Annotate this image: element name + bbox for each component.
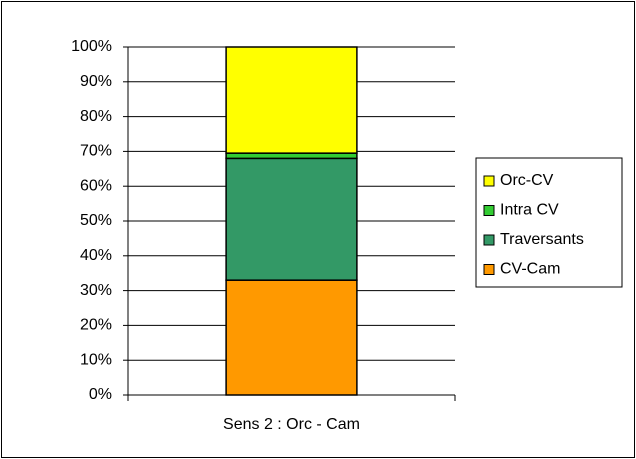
x-tick-label: Sens 2 : Orc - Cam [223,416,360,433]
legend-swatch [483,264,495,275]
y-tick-label: 70% [80,143,112,160]
y-tick-label: 100% [71,38,112,55]
y-tick-label: 90% [80,73,112,90]
y-tick-label: 20% [80,317,112,334]
y-tick-label: 80% [80,108,112,125]
y-tick-label: 10% [80,351,112,368]
legend-label: Orc-CV [500,172,554,189]
bar-segment [225,46,358,154]
legend-box [475,157,623,288]
legend-swatch [483,175,495,187]
legend-label: Intra CV [500,202,559,219]
y-tick-label: 0% [89,386,112,403]
bar-segment [225,157,358,281]
y-tick-label: 50% [80,212,112,229]
legend-label: Traversants [500,231,584,248]
bar-segment [225,152,358,160]
legend-swatch [483,205,495,216]
legend-label: CV-Cam [500,261,560,278]
y-tick-label: 60% [80,177,112,194]
legend-swatch [483,234,495,246]
y-tick-label: 30% [80,282,112,299]
y-tick-label: 40% [80,247,112,264]
bar-segment [225,279,358,396]
